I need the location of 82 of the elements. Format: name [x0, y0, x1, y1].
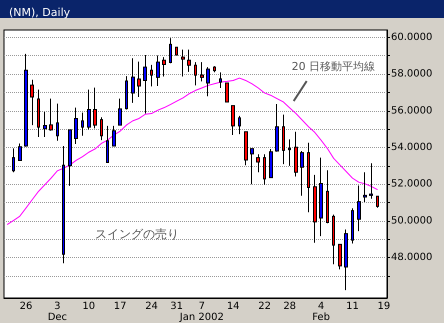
candlestick	[68, 129, 72, 186]
candlestick	[30, 79, 34, 126]
chart-title: (NM), Daily	[9, 6, 71, 19]
x-tick-label: 22	[258, 301, 271, 312]
y-tick-label: 56.0000	[391, 105, 432, 116]
candlestick	[12, 148, 15, 173]
candlestick	[118, 98, 122, 126]
candlestick	[175, 46, 178, 56]
candlestick	[244, 131, 248, 166]
candlestick	[256, 154, 260, 173]
candlestick	[250, 148, 254, 185]
candlestick	[369, 162, 373, 200]
candlestick	[338, 244, 342, 270]
candlestick	[169, 38, 172, 64]
candlestick	[344, 229, 348, 291]
candlestick	[18, 142, 22, 162]
candlestick	[125, 76, 128, 110]
x-tick-label: 31	[170, 301, 184, 312]
candlestick	[43, 111, 47, 138]
candlestick	[307, 142, 310, 213]
x-tick-label: 17	[114, 301, 127, 312]
candlestick	[162, 56, 166, 77]
candlestick	[112, 125, 116, 147]
y-tick-label: 48.0000	[391, 252, 432, 264]
line-series	[6, 78, 378, 226]
candlestick	[56, 103, 59, 142]
candlestick	[206, 66, 210, 97]
candlestick	[376, 196, 379, 208]
candlestick	[93, 87, 97, 129]
candlestick	[74, 107, 78, 144]
candlestick	[100, 116, 103, 141]
candlestick	[351, 208, 354, 244]
candlestick	[106, 125, 109, 164]
x-tick-label: 26	[20, 301, 32, 312]
candlestick	[213, 66, 216, 73]
y-tick-label: 54.0000	[391, 142, 432, 153]
annotation: 20 日移動平均線	[292, 60, 376, 74]
candlestick	[150, 64, 153, 87]
candlestick	[238, 115, 241, 135]
candlestick	[219, 72, 222, 89]
candlestick	[24, 53, 28, 148]
candlestick	[62, 146, 65, 264]
candlestick	[156, 55, 160, 86]
candlestick	[131, 58, 135, 104]
x-tick-label: 3 Dec	[48, 301, 68, 323]
candlestick	[200, 62, 204, 82]
y-tick-label: 58.0000	[391, 68, 432, 80]
candlestick	[81, 112, 84, 136]
candlestick	[282, 114, 285, 165]
annotation: スイングの売り	[95, 227, 179, 241]
candlestick	[231, 105, 235, 136]
x-tick-label: 14	[226, 301, 240, 312]
candlestick	[300, 150, 304, 196]
candlestick	[332, 214, 335, 265]
y-tick-label: 52.0000	[391, 178, 432, 190]
candlestick	[181, 49, 185, 77]
candlestick	[275, 103, 279, 152]
candlestick	[294, 131, 298, 177]
y-tick-label: 60.0000	[391, 32, 432, 43]
x-tick-label: 28	[283, 301, 296, 312]
candlestick	[313, 174, 317, 244]
candlestick	[143, 54, 147, 114]
candlestick	[194, 62, 197, 86]
candlestick	[225, 82, 229, 102]
candlestick	[137, 61, 141, 98]
candlestick	[319, 157, 323, 237]
candlestick	[263, 154, 266, 186]
candlestick	[269, 148, 273, 178]
candlestick	[357, 184, 361, 232]
candlestick	[326, 170, 329, 224]
candlestick	[37, 89, 40, 138]
candlestick	[49, 98, 53, 132]
x-tick-label: 10	[82, 301, 96, 312]
y-tick-label: 50.0000	[391, 215, 432, 226]
x-tick-label: 19	[377, 301, 390, 312]
candlestick	[288, 138, 291, 166]
candlestick	[363, 172, 367, 202]
x-tick-label: 4 Feb	[312, 301, 330, 323]
x-tick-label: 11	[346, 301, 359, 312]
x-tick-label: 24	[145, 301, 158, 312]
candlestick	[187, 49, 191, 72]
candlestick	[87, 89, 91, 130]
